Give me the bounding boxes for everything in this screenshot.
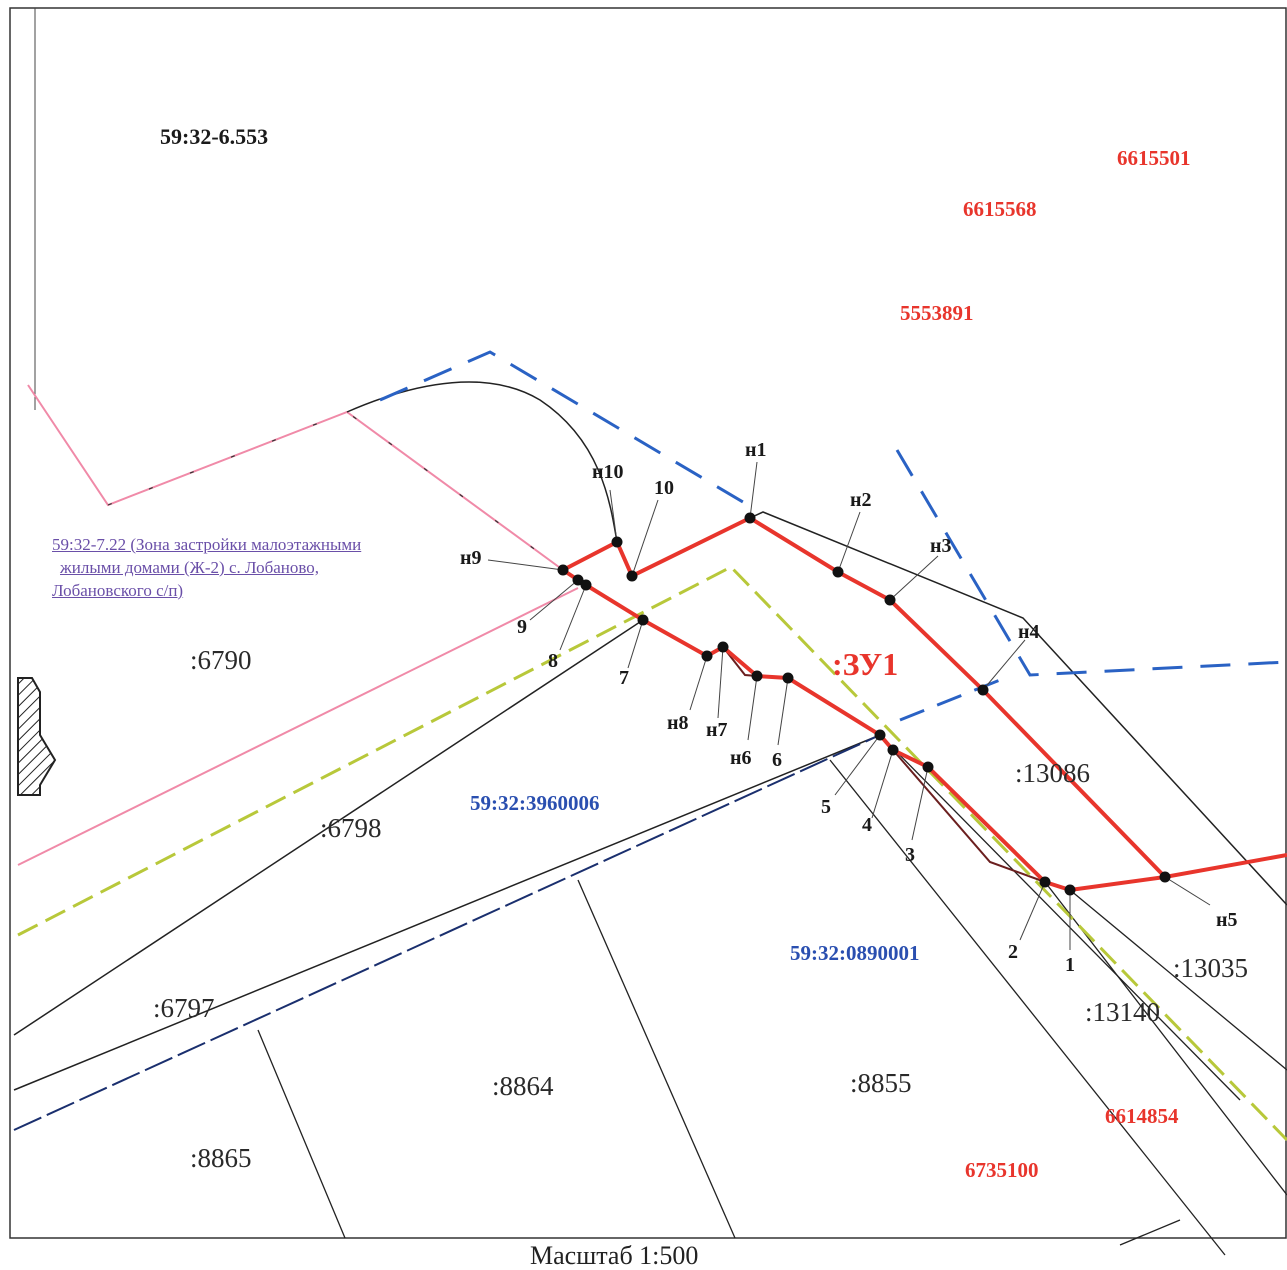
vertex-8 [580,579,592,591]
red-number-1: 6615501 [1117,146,1191,170]
point-label-10: 10 [654,477,674,499]
point-label-n3: н3 [930,535,952,557]
point-label-n10: н10 [592,461,624,483]
point-label-5: 5 [821,796,831,818]
parcel-label-13035: :13035 [1173,953,1249,983]
parcel-divider-1 [577,879,736,1239]
zone-note-line3: Лобановского с/п) [52,580,184,600]
parcel-label-6790: :6790 [190,645,252,675]
road-edge-upper [13,619,644,1036]
point-label-4: 4 [862,814,872,836]
red-number-3: 5553891 [900,301,974,325]
vertex-n6 [751,670,763,682]
vertex-n2 [832,566,844,578]
zone-note[interactable]: 59:32-7.22 (Зона застройки малоэтажными … [52,534,361,603]
point-label-n9: н9 [460,547,482,569]
road-right-edge-a [879,734,1241,1101]
point-label-n5: н5 [1216,909,1238,931]
road-edge-lower [13,734,881,1131]
point-label-7: 7 [619,667,629,689]
parcel-label-13086: :13086 [1015,758,1091,788]
block-label-1: 59:32:3960006 [470,791,600,815]
yellow-dashed-line [17,565,1287,1142]
vertex-3 [922,761,934,773]
parcel-label-8865: :8865 [190,1143,252,1173]
parcel-label-13140: :13140 [1085,997,1161,1027]
blue-zone-boundary [379,350,749,507]
vertex-4 [887,744,899,756]
vertex-n7 [717,641,729,653]
new-parcel-boundary-south[interactable] [561,568,1166,893]
vertex-n5 [1159,871,1171,883]
vertex-5 [874,729,886,741]
road-right-edge-c [1069,889,1287,1071]
point-label-1: 1 [1065,954,1075,976]
parcel-label-8864: :8864 [492,1071,554,1101]
parcel-13086-boundary [749,511,1287,906]
pink-zone-boundary-lower [17,587,579,866]
black-arc [346,381,618,543]
vertex-2 [1039,876,1051,888]
point-label-8: 8 [548,650,558,672]
vertex-7 [637,614,649,626]
parcel-divider-3 [1119,1219,1181,1246]
vertex-n1 [744,512,756,524]
block-label-2: 59:32:0890001 [790,941,920,965]
vertex-9 [572,574,584,586]
building-hatched [17,677,57,796]
parcel-divider-2 [257,1029,346,1239]
vertex-n8 [701,650,713,662]
zone-note-line2: жилыми домами (Ж-2) с. Лобаново, [60,557,320,577]
parcel-label-6798: :6798 [320,813,382,843]
point-label-2: 2 [1008,941,1018,963]
vertex-10 [626,570,638,582]
vertex-1 [1064,884,1076,896]
zone-note-line1: 59:32-7.22 (Зона застройки малоэтажными [52,535,362,554]
zone-code-label: 59:32-6.553 [160,124,269,149]
road-right-edge-b [829,759,1226,1256]
point-label-9: 9 [517,616,527,638]
vertex-n10 [611,536,623,548]
point-label-3: 3 [905,844,915,866]
red-number-5: 6735100 [965,1158,1039,1182]
blue-zone-boundary-right [895,449,1287,677]
point-label-6: 6 [772,749,782,771]
boundary-vertices [557,512,1171,896]
red-number-2: 6615568 [963,197,1037,221]
point-label-n4: н4 [1018,621,1040,643]
vertex-6 [782,672,794,684]
point-label-n8: н8 [667,712,689,734]
leader-lines [487,461,1211,950]
road-edge-middle [13,734,881,1091]
parcel-label-8855: :8855 [850,1068,912,1098]
point-label-n7: н7 [706,719,728,741]
parcel-label-6797: :6797 [153,993,215,1023]
point-label-n2: н2 [850,489,872,511]
scale-label: Масштаб 1:500 [530,1241,699,1270]
vertex-n9 [557,564,569,576]
point-label-n1: н1 [745,439,767,461]
vertex-n3 [884,594,896,606]
pink-zone-boundary [27,384,564,571]
point-label-n6: н6 [730,747,752,769]
new-parcel-label: :ЗУ1 [832,646,899,682]
red-number-4: 6614854 [1105,1104,1179,1128]
vertex-n4 [977,684,989,696]
